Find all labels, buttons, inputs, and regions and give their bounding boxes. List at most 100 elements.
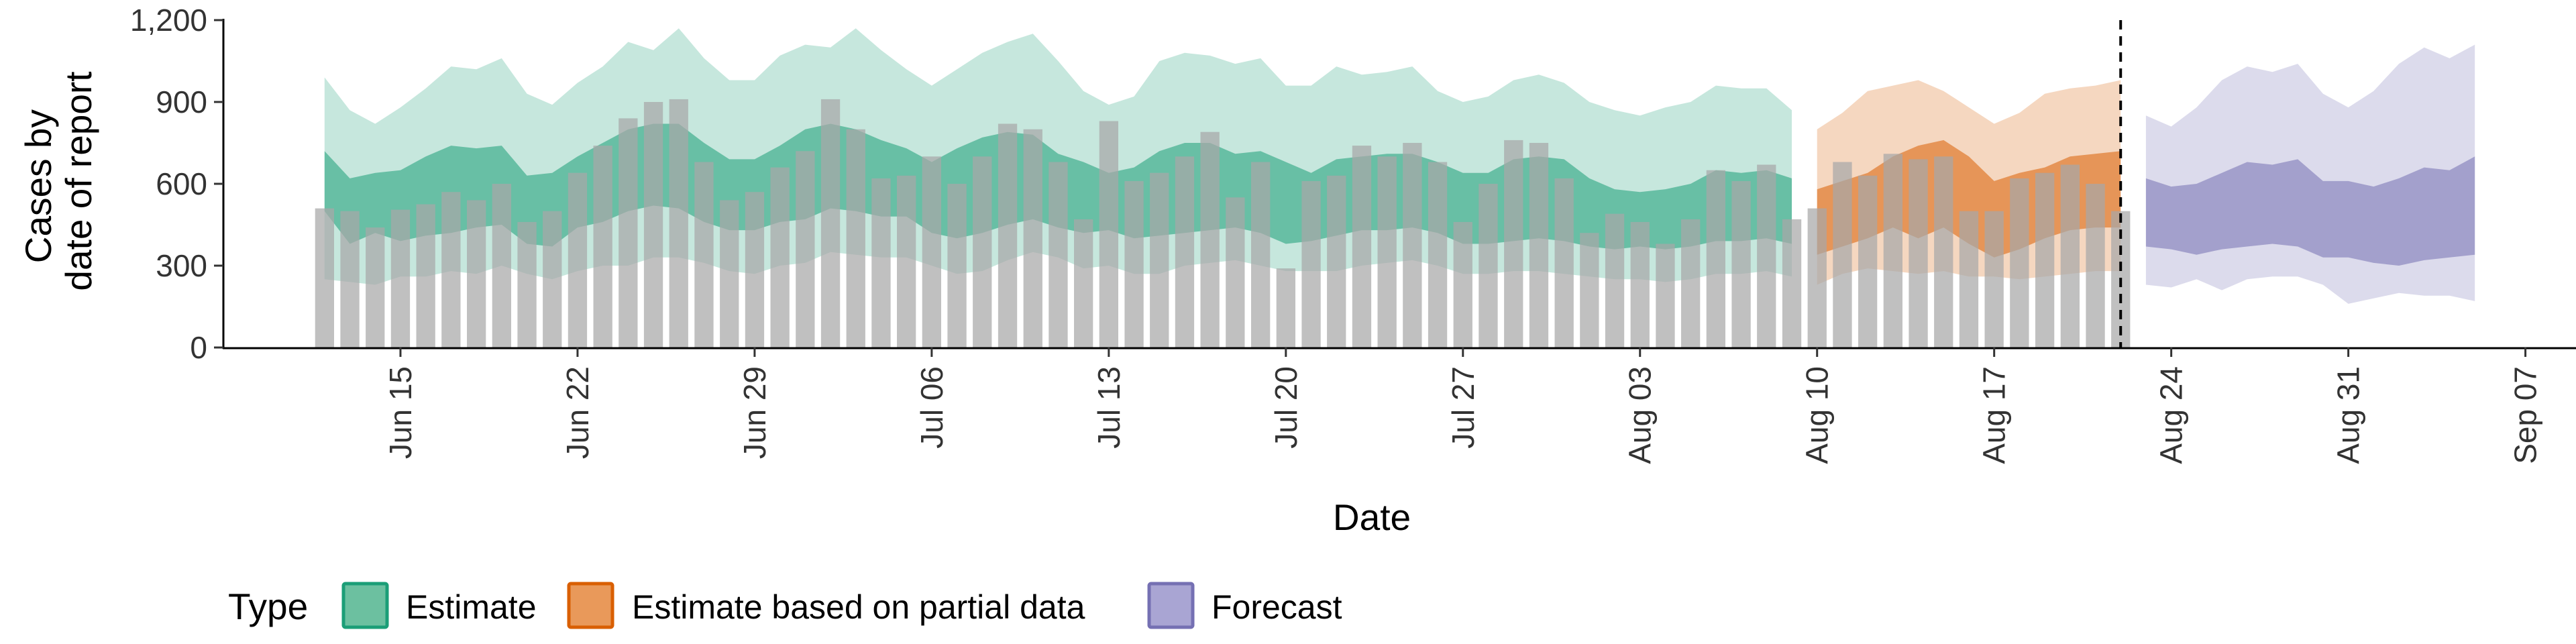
legend-swatch-estimate [341,582,389,629]
reported-cases-bar [1352,146,1372,347]
x-tick-label: Jul 06 [914,366,949,449]
reported-cases-bar [390,209,411,347]
reported-cases-bar [1504,140,1523,347]
reported-cases-bar [1833,162,1852,347]
legend-label-estimate: Estimate [406,588,537,626]
y-axis-title: Cases by date of report [17,71,99,290]
legend-swatch-partial [567,582,614,629]
reported-cases-bar [1883,154,1902,348]
x-axis-title: Date [1333,496,1411,538]
reported-cases-bar [1731,180,1751,347]
y-tick-label: 300 [156,248,207,283]
y-tick-label: 600 [156,166,207,201]
reported-cases-bar [2060,164,2080,347]
reported-cases-bar [593,146,612,347]
reported-cases-bar [1858,175,1878,347]
reported-cases-bar [922,156,941,348]
reported-cases-bar [2035,172,2055,347]
y-tick-label: 0 [190,330,207,365]
reported-cases-bar [1706,170,1725,347]
reported-cases-bar [1959,211,1979,347]
reported-cases-bar [2010,178,2029,347]
legend-swatch-forecast [1147,582,1195,629]
axis-text: Date Cases by date of report 0 300 600 900 1… [17,3,2543,538]
reported-cases-bar [1656,244,1675,347]
reported-cases-bar [796,151,815,347]
reported-cases-bar [846,129,865,347]
axes [214,19,2576,357]
reported-cases-bar [1251,162,1271,347]
x-tick-label: Aug 17 [1977,366,2012,464]
legend-title: Type [228,586,308,627]
x-tick-label: Jun 22 [560,366,595,459]
y-axis-title-line-2: date of report [58,71,99,290]
x-tick-label: Sep 07 [2508,366,2543,464]
reported-cases-bar [998,123,1018,347]
reported-cases-bar [1605,213,1625,347]
reported-cases-bar [694,162,714,347]
reported-cases-bar [467,200,486,347]
reported-cases-bar [1554,178,1574,347]
x-tick-label: Jun 15 [383,366,418,459]
reported-cases-bar [1428,162,1448,347]
reported-cases-bar [1099,121,1118,347]
reported-cases-bars [315,99,2131,348]
reported-cases-bar [1529,143,1549,347]
reported-cases-bar [1782,219,1802,347]
reported-cases-bar [770,167,790,347]
reported-cases-bar [871,178,891,347]
reported-cases-bar [1276,268,1295,347]
x-tick-label: Jul 27 [1446,366,1481,449]
y-axis-title-line-1: Cases by [17,109,59,264]
reported-cases-bar [517,221,537,347]
y-tick-label: 1,200 [130,3,207,38]
reported-cases-bar [1757,164,1776,347]
reported-cases-bar [669,99,688,347]
reported-cases-bar [1023,129,1042,347]
x-tick-label: Aug 10 [1800,366,1835,464]
reported-cases-bar [1377,156,1397,348]
reported-cases-bar [1807,208,1827,347]
legend-label-forecast: Forecast [1212,588,1342,626]
reported-cases-bar [1909,159,1928,347]
reported-cases-bar [897,175,916,347]
x-tick-label: Aug 24 [2154,366,2189,464]
reported-cases-bar [643,102,663,347]
reported-cases-bar [568,172,588,347]
reported-cases-bar [1327,175,1346,347]
x-tick-label: Jul 20 [1269,366,1303,449]
reported-cases-bar [1049,162,1068,347]
reported-cases-bar [1074,219,1093,347]
reported-cases-bar [1301,180,1321,347]
reported-cases-bar [366,227,385,347]
reported-cases-bar [619,118,638,347]
reported-cases-bar [315,208,334,347]
x-tick-label: Aug 03 [1623,366,1658,464]
reported-cases-bar [1479,184,1498,347]
x-tick-label: Jun 29 [737,366,772,459]
reported-cases-bar [1630,221,1650,347]
legend: Type Estimate Estimate based on partial … [228,582,1342,629]
reported-cases-bar [2086,184,2105,347]
reported-cases-bar [1150,172,1169,347]
reported-cases-bar [1453,221,1472,347]
reported-cases-bar [1226,197,1245,347]
forecast-50-interval [2145,156,2475,266]
reported-cases-bar [1124,180,1144,347]
reported-cases-bar [1175,156,1195,348]
x-tick-label: Jul 13 [1091,366,1126,449]
reported-cases-bar [745,192,765,347]
reported-cases-bar [1580,233,1599,347]
reported-cases-bar [1200,131,1220,347]
reported-cases-bar [820,99,841,347]
reported-cases-bar [441,192,461,347]
y-tick-label: 900 [156,85,207,119]
reported-cases-bar [543,211,562,347]
x-tick-label: Aug 31 [2331,366,2366,464]
reported-cases-bar [340,211,360,347]
reported-cases-bar [1934,156,1953,348]
reported-cases-bar [1984,211,2004,347]
reported-cases-bar [973,156,992,348]
reported-cases-bar [416,204,435,347]
